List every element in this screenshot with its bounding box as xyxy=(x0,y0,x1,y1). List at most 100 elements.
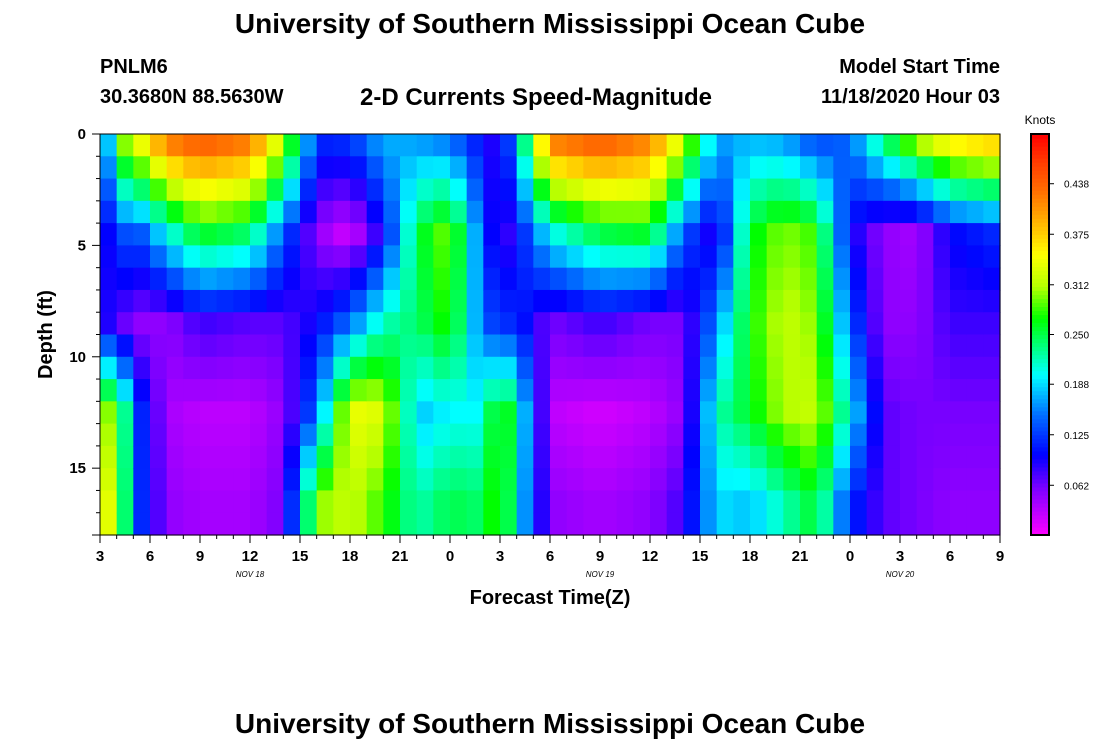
heatmap-cell xyxy=(733,401,751,425)
heatmap-cell xyxy=(750,200,768,224)
heatmap-cell xyxy=(750,312,768,336)
heatmap-cell xyxy=(150,267,168,291)
heatmap-cell xyxy=(816,401,834,425)
heatmap-cell xyxy=(583,245,601,269)
heatmap-cell xyxy=(683,267,701,291)
heatmap-cell xyxy=(383,134,401,157)
heatmap-cell xyxy=(783,156,801,180)
heatmap-cell xyxy=(683,334,701,358)
heatmap-cell xyxy=(500,445,518,469)
heatmap-cell xyxy=(350,134,368,157)
heatmap-cell xyxy=(833,379,851,402)
heatmap-cell xyxy=(900,445,918,469)
heatmap-cell xyxy=(850,156,868,180)
heatmap-cell xyxy=(383,289,401,313)
heatmap-cell xyxy=(683,490,701,514)
heatmap-cell xyxy=(933,223,951,246)
heatmap-cell xyxy=(400,401,418,425)
heatmap-cell xyxy=(300,445,318,469)
heatmap-cell xyxy=(216,379,234,402)
heatmap-cell xyxy=(900,356,918,380)
colorbar-segment xyxy=(1031,498,1049,504)
heatmap-cell xyxy=(933,289,951,313)
colorbar-segment xyxy=(1031,230,1049,235)
heatmap-cell xyxy=(216,178,234,202)
heatmap-cell xyxy=(666,401,684,425)
heatmap-cell xyxy=(316,512,334,536)
colorbar-segment xyxy=(1031,338,1049,344)
heatmap-cell xyxy=(816,356,834,380)
heatmap-cell xyxy=(183,156,201,180)
colorbar-segment xyxy=(1031,362,1049,368)
heatmap-cell xyxy=(833,356,851,380)
heatmap-cell xyxy=(666,245,684,269)
heatmap-cell xyxy=(766,423,784,447)
heatmap-cell xyxy=(766,134,784,157)
heatmap-cell xyxy=(900,267,918,291)
heatmap-cell xyxy=(550,312,568,336)
colorbar: 0.438 0.375 0.312 0.250 0.188 0.125 0.062 xyxy=(1030,133,1089,536)
heatmap-cell xyxy=(433,200,451,224)
heatmap-cell xyxy=(150,178,168,202)
x-tick-label: 15 xyxy=(692,548,709,565)
heatmap-cell xyxy=(783,379,801,402)
heatmap-cell xyxy=(666,356,684,380)
heatmap-cell xyxy=(850,223,868,246)
heatmap-cell xyxy=(433,178,451,202)
heatmap-cell xyxy=(916,512,934,536)
heatmap-cell xyxy=(866,245,884,269)
colorbar-segment xyxy=(1031,198,1049,203)
heatmap-cell xyxy=(633,445,651,469)
heatmap-cell xyxy=(116,334,134,358)
heatmap-cell xyxy=(550,423,568,447)
heatmap-cell xyxy=(166,200,184,224)
heatmap-cell xyxy=(200,356,218,380)
heatmap-cell xyxy=(650,312,668,336)
heatmap-cell xyxy=(850,178,868,202)
heatmap-cell xyxy=(783,134,801,157)
heatmap-cell xyxy=(683,512,701,536)
heatmap-cell xyxy=(483,156,501,180)
heatmap-cell xyxy=(866,468,884,492)
heatmap-cell xyxy=(483,267,501,291)
heatmap-cell xyxy=(266,223,284,246)
heatmap-cell xyxy=(166,356,184,380)
heatmap-cell xyxy=(266,379,284,402)
heatmap-cell xyxy=(133,200,151,224)
heatmap-cell xyxy=(416,379,434,402)
heatmap-cell xyxy=(800,223,818,246)
heatmap-cell xyxy=(166,423,184,447)
heatmap-cell xyxy=(700,490,718,514)
heatmap-cell xyxy=(733,356,751,380)
heatmap-cell xyxy=(433,156,451,180)
heatmap-cell xyxy=(850,334,868,358)
heatmap-cell xyxy=(350,356,368,380)
colorbar-tick-label: 0.062 xyxy=(1064,481,1089,492)
heatmap-cell xyxy=(400,312,418,336)
heatmap-cell xyxy=(616,379,634,402)
heatmap-cell xyxy=(683,379,701,402)
heatmap-cell xyxy=(100,379,118,402)
heatmap-cell xyxy=(150,356,168,380)
colorbar-tick-label: 0.125 xyxy=(1064,431,1089,442)
heatmap-cell xyxy=(866,289,884,313)
heatmap-cell xyxy=(366,401,384,425)
heatmap-cell xyxy=(150,245,168,269)
heatmap-cell xyxy=(750,223,768,246)
heatmap-cell xyxy=(683,200,701,224)
heatmap-cell xyxy=(233,445,251,469)
heatmap-cell xyxy=(583,156,601,180)
heatmap-cell xyxy=(516,423,534,447)
heatmap-cell xyxy=(733,134,751,157)
heatmap-cell xyxy=(916,401,934,425)
heatmap-cell xyxy=(650,379,668,402)
heatmap-cell xyxy=(400,468,418,492)
heatmap-cell xyxy=(100,423,118,447)
heatmap-cell xyxy=(483,334,501,358)
heatmap-cell xyxy=(800,312,818,336)
heatmap-cell xyxy=(516,356,534,380)
heatmap-cell xyxy=(116,490,134,514)
heatmap-cell xyxy=(883,289,901,313)
heatmap-cell xyxy=(566,267,584,291)
heatmap-cell xyxy=(566,289,584,313)
